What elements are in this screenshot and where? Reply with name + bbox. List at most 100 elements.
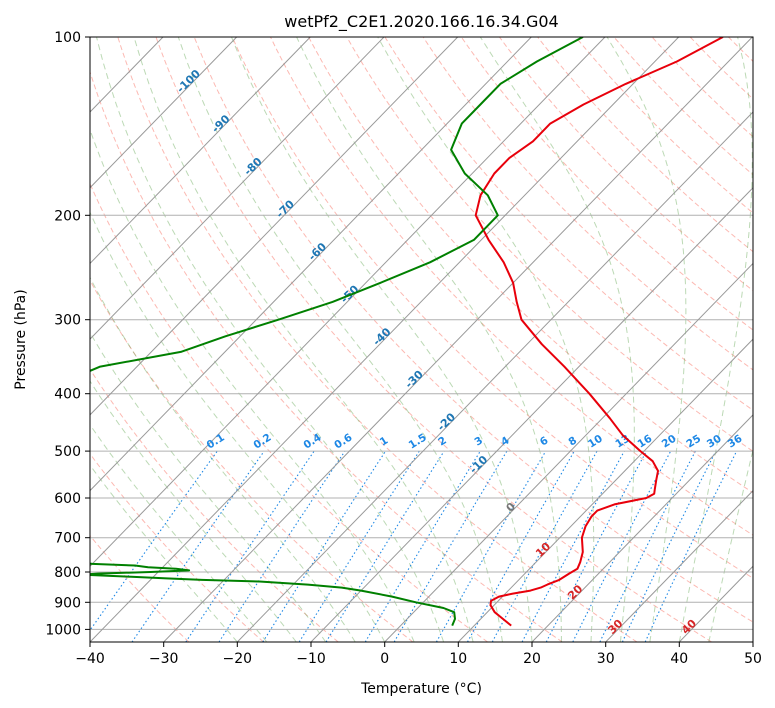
mixing-ratio-label: 3 — [472, 435, 485, 449]
isotherm-label: -30 — [403, 368, 427, 391]
moist-adiabat-line — [96, 37, 445, 642]
moist-adiabat-line — [90, 331, 327, 642]
isotherms — [90, 37, 753, 642]
moist-adiabat-line — [296, 37, 562, 642]
x-tick-label: −30 — [149, 651, 179, 667]
y-tick-label: 300 — [54, 313, 81, 329]
mixing-ratio-label: 10 — [586, 433, 605, 451]
mixing-ratio-label: 8 — [566, 435, 579, 449]
isotherm-line — [310, 187, 753, 642]
mixing-ratio-line — [298, 450, 420, 642]
mixing-ratio-line — [491, 450, 598, 642]
x-tick-label: 20 — [523, 651, 541, 667]
y-tick-label: 100 — [54, 30, 81, 46]
isotherm-line — [531, 414, 753, 642]
isotherm-label: -80 — [241, 155, 265, 178]
x-tick-label: 30 — [597, 651, 615, 667]
y-tick-label: 200 — [54, 208, 81, 224]
x-axis-label: Temperature (°C) — [360, 681, 482, 697]
isotherm-line — [384, 262, 753, 642]
x-tick-label: −40 — [75, 651, 105, 667]
isotherm-label: -10 — [467, 453, 491, 476]
y-tick-label: 400 — [54, 387, 81, 403]
y-tick-label: 600 — [54, 491, 81, 507]
moist-adiabat-line — [678, 37, 753, 642]
dry-adiabat-line — [689, 37, 753, 100]
mixing-ratio-label: 20 — [660, 433, 679, 451]
isotherm-line — [90, 37, 606, 567]
isotherm-label: -90 — [209, 112, 233, 135]
profile-lines — [90, 37, 724, 627]
mixing-ratio-line — [325, 450, 445, 642]
isotherm-line — [90, 37, 238, 189]
mixing-ratio-lines — [90, 450, 738, 642]
mixing-ratio-label: 0.4 — [301, 432, 323, 452]
plot-area: 0.1 0.2 0.4 0.6 1 1.5 2 3 4 6 8 10 13 16 20 25 30 36-100-… — [90, 37, 775, 642]
mixing-ratio-label: 1 — [378, 435, 391, 449]
moist-adiabat-line — [90, 128, 415, 642]
moist-adiabat-line — [90, 423, 268, 642]
moist-adiabat-line — [479, 37, 635, 642]
moist-adiabat-line — [231, 37, 533, 642]
mixing-ratio-line — [90, 450, 218, 632]
mixing-ratio-line — [435, 450, 547, 642]
isotherm-line — [236, 111, 753, 642]
mixing-ratio-line — [364, 450, 481, 642]
x-axis-ticks: −40 −30 −20 −10 0 10 20 30 40 50 — [75, 642, 762, 667]
isotherm-label: -60 — [306, 240, 330, 263]
dry-adiabat-line — [498, 37, 753, 292]
temperature-profile-line — [474, 37, 724, 627]
isotherm-label: -20 — [435, 410, 459, 433]
x-tick-label: −10 — [296, 651, 326, 667]
x-tick-label: 10 — [449, 651, 467, 667]
dry-adiabat-line — [90, 368, 339, 642]
reference-line-labels: 0.1 0.2 0.4 0.6 1 1.5 2 3 4 6 8 10 13 16 20 25 30 36-100-… — [174, 67, 744, 637]
x-tick-label: −20 — [223, 651, 253, 667]
mixing-ratio-label: 16 — [636, 433, 655, 451]
dry-adiabat-line — [193, 37, 753, 623]
mixing-ratio-label: 0.1 — [205, 432, 227, 452]
dry-adiabat-line — [155, 37, 712, 642]
y-tick-label: 800 — [54, 565, 81, 581]
dry-adiabat-line — [422, 37, 753, 371]
isotherm-label: 10 — [533, 540, 553, 560]
y-tick-label: 500 — [54, 444, 81, 460]
dry-adiabat-line — [651, 37, 753, 138]
moist-adiabat-line — [90, 464, 238, 642]
y-tick-label: 700 — [54, 531, 81, 547]
isotherm-label: -70 — [274, 197, 298, 220]
mixing-ratio-line — [644, 450, 738, 642]
dry-adiabat-line — [270, 37, 753, 536]
moist-adiabat-line — [606, 37, 687, 642]
x-tick-label: 0 — [380, 651, 389, 667]
moist-adiabat-line — [90, 276, 356, 642]
y-tick-label: 900 — [54, 595, 81, 611]
isotherm-line — [90, 37, 680, 642]
moist-adiabat-line — [377, 37, 595, 642]
dry-adiabat-line — [231, 37, 753, 579]
pressure-grid — [90, 37, 753, 630]
dry-adiabat-line — [767, 37, 775, 642]
isotherm-label: -40 — [370, 325, 394, 348]
moist-adiabat-line — [90, 211, 386, 642]
y-tick-label: 1000 — [45, 622, 81, 638]
dry-adiabat-line — [613, 37, 753, 176]
y-axis-ticks: 100 200 300 400 500 600 700 800 900 1000 — [45, 30, 90, 638]
moist-adiabats — [90, 37, 753, 642]
mixing-ratio-line — [467, 450, 575, 642]
moist-adiabat-line — [133, 37, 474, 642]
dry-adiabat-line — [537, 37, 753, 253]
mixing-ratio-line — [262, 450, 387, 642]
dry-adiabat-line — [346, 37, 753, 452]
dry-adiabat-line — [90, 70, 563, 642]
mixing-ratio-label: 36 — [726, 433, 745, 451]
dry-adiabat-line — [90, 182, 488, 642]
moist-adiabat-line — [708, 448, 753, 642]
isotherm-line — [90, 37, 532, 492]
dry-adiabat-line — [90, 534, 190, 642]
y-axis-label: Pressure (hPa) — [13, 289, 29, 389]
mixing-ratio-label: 2 — [436, 435, 449, 449]
mixing-ratio-line — [545, 450, 647, 642]
isotherm-line — [90, 37, 311, 265]
